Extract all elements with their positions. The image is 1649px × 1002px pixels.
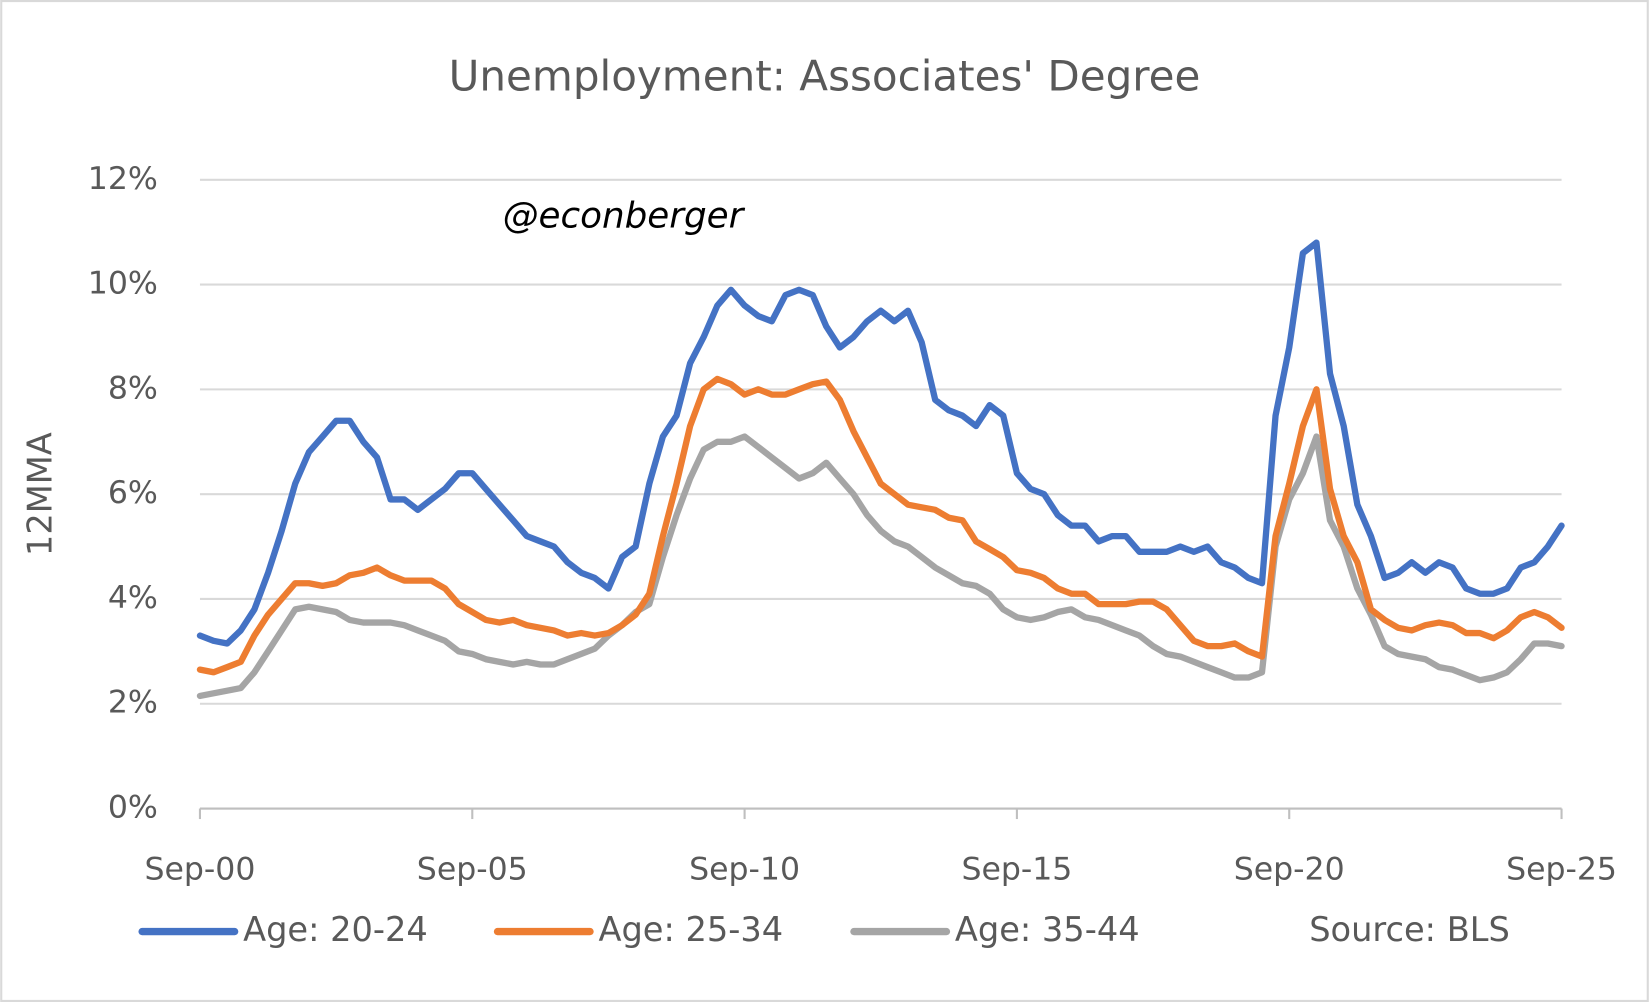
y-tick-label: 6% bbox=[108, 475, 158, 511]
x-tick-label: Sep-20 bbox=[1234, 852, 1345, 888]
x-tick-label: Sep-15 bbox=[961, 852, 1072, 888]
y-tick-label: 4% bbox=[108, 580, 158, 616]
x-tick-label: Sep-00 bbox=[144, 852, 255, 888]
series-line bbox=[196, 375, 1565, 676]
y-tick-label: 0% bbox=[108, 790, 158, 826]
y-axis-label: 12MMA bbox=[21, 432, 60, 556]
source-note: Source: BLS bbox=[1309, 910, 1510, 949]
legend-label: Age: 20-24 bbox=[243, 910, 428, 949]
legend-label: Age: 35-44 bbox=[955, 910, 1140, 949]
y-tick-label: 8% bbox=[108, 370, 158, 406]
x-tick-label: Sep-05 bbox=[417, 852, 528, 888]
x-tick-label: Sep-10 bbox=[689, 852, 800, 888]
legend-label: Age: 25-34 bbox=[598, 910, 783, 949]
x-tick-label: Sep-25 bbox=[1506, 852, 1617, 888]
chart-title: Unemployment: Associates' Degree bbox=[449, 51, 1201, 100]
y-tick-label: 12% bbox=[88, 161, 158, 197]
y-tick-label: 10% bbox=[88, 266, 158, 302]
series-line bbox=[196, 239, 1565, 647]
y-tick-label: 2% bbox=[108, 685, 158, 721]
series-line bbox=[196, 433, 1565, 700]
annotation: @econberger bbox=[503, 196, 746, 237]
